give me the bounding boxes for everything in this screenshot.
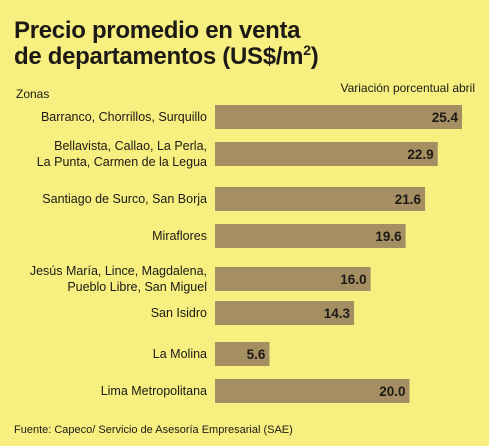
- category-label-1-1: La Punta, Carmen de la Legua: [37, 155, 207, 169]
- category-label-7-0: Lima Metropolitana: [101, 384, 207, 398]
- bar-7: [215, 379, 410, 403]
- category-label-4-0: Jesús María, Lince, Magdalena,: [30, 264, 207, 278]
- value-label-3: 19.6: [375, 229, 402, 244]
- title-line-2-text: de departamentos (US$/m: [14, 43, 304, 70]
- category-label-2-0: Santiago de Surco, San Borja: [42, 192, 207, 206]
- bar-6: [215, 342, 270, 366]
- title-line-2: de departamentos (US$/m2): [14, 42, 319, 70]
- value-label-7: 20.0: [379, 384, 405, 399]
- bar-0: [215, 105, 462, 129]
- value-label-5: 14.3: [324, 306, 351, 321]
- bar-4: [215, 267, 371, 291]
- value-label-2: 21.6: [395, 192, 422, 207]
- bar-1: [215, 142, 438, 166]
- category-label-5-0: San Isidro: [151, 306, 207, 320]
- title-close-paren: ): [310, 43, 319, 70]
- bar-3: [215, 224, 406, 248]
- bar-2: [215, 187, 426, 211]
- value-label-1: 22.9: [407, 147, 433, 162]
- category-label-1-0: Bellavista, Callao, La Perla,: [54, 139, 207, 153]
- zonas-label: Zonas: [16, 87, 50, 101]
- chart-title: Precio promedio en venta de departamento…: [14, 17, 319, 70]
- title-line-1: Precio promedio en venta: [14, 17, 301, 44]
- value-label-0: 25.4: [432, 110, 459, 125]
- category-label-4-1: Pueblo Libre, San Miguel: [67, 280, 207, 294]
- category-label-3-0: Miraflores: [152, 229, 207, 243]
- variacion-label: Variación porcentual abril: [340, 81, 475, 95]
- category-label-6-0: La Molina: [153, 347, 207, 361]
- source-note: Fuente: Capeco/ Servicio de Asesoría Emp…: [14, 424, 293, 436]
- category-label-0-0: Barranco, Chorrillos, Surquillo: [41, 110, 207, 124]
- value-label-6: 5.6: [247, 347, 266, 362]
- title-superscript: 2: [303, 42, 311, 58]
- bar-5: [215, 301, 355, 325]
- value-label-4: 16.0: [340, 272, 366, 287]
